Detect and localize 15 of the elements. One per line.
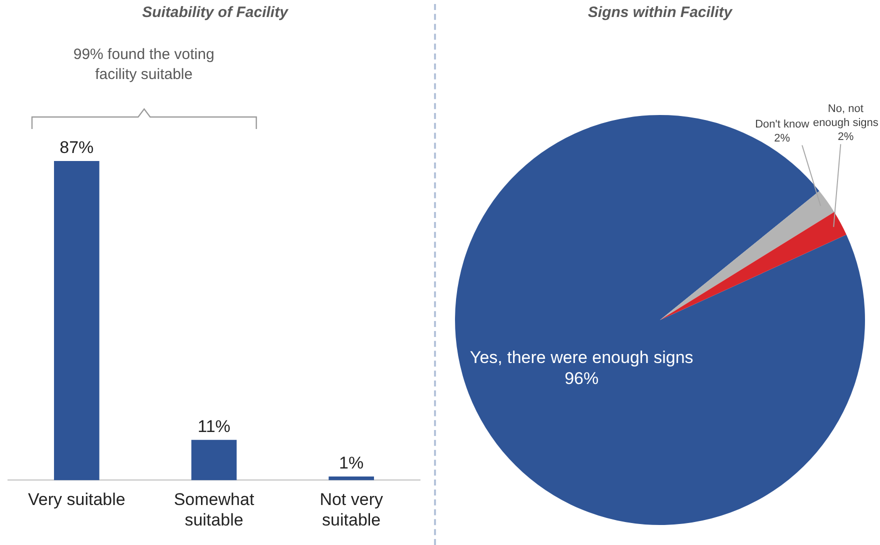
- data-label: 11%: [198, 417, 230, 436]
- chart-title: Suitability of Facility: [141, 4, 290, 21]
- data-label: 87%: [60, 138, 94, 158]
- data-label: 96%: [564, 368, 599, 388]
- data-label: 2%: [838, 131, 854, 144]
- x-tick-label: Not very suitable: [320, 490, 384, 530]
- text: 99% found the voting facility suitable: [73, 46, 214, 84]
- x-tick-label: Somewhat suitable: [174, 490, 254, 530]
- slice-label: No, not enough signs: [812, 103, 879, 130]
- slice-label: Yes, there were enough signs: [470, 348, 694, 367]
- slice-label: Don't know: [755, 118, 810, 130]
- x-tick-label: Very suitable: [28, 490, 126, 510]
- data-label: 2%: [774, 132, 790, 144]
- chart-title: Signs within Facility: [586, 4, 734, 21]
- data-label: 1%: [339, 454, 364, 473]
